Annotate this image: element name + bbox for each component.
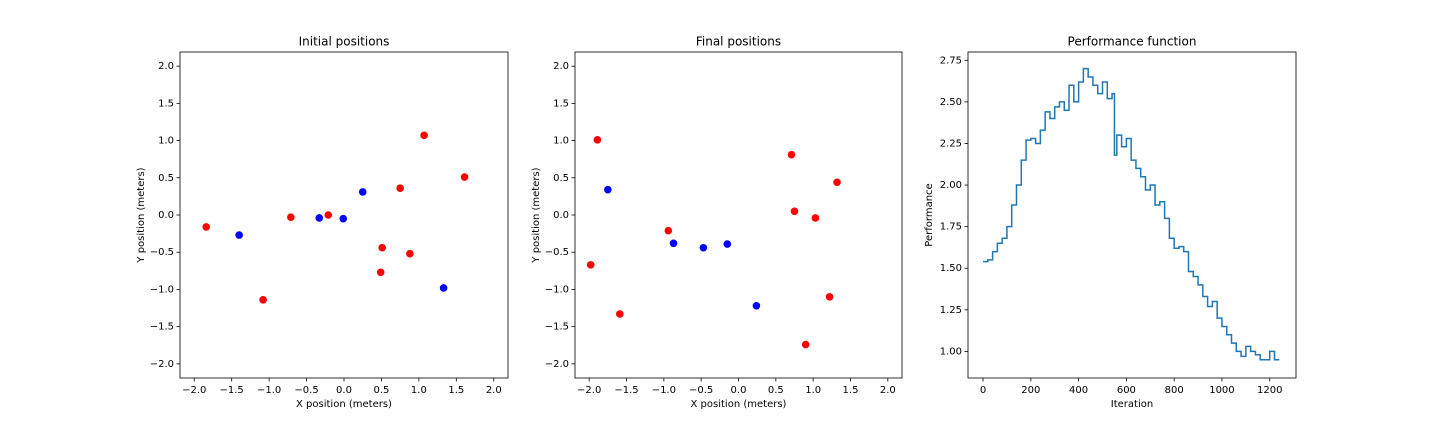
point	[604, 185, 612, 194]
x-axis-label: X position (meters)	[296, 399, 392, 410]
x-axis-label: X position (meters)	[691, 399, 787, 410]
point	[287, 213, 295, 222]
y-tick-label: −0.5	[545, 247, 569, 258]
x-tick-label: −1.5	[220, 385, 244, 396]
chart-title: Initial positions	[299, 35, 390, 49]
chart-title: Final positions	[696, 35, 781, 49]
y-tick-label: −1.0	[150, 284, 174, 295]
point	[202, 223, 211, 231]
y-tick-label: −2.0	[150, 359, 174, 370]
y-tick-label: −0.5	[150, 247, 174, 258]
point	[811, 214, 820, 222]
point	[825, 293, 834, 301]
y-tick-label: 0.0	[158, 210, 174, 221]
point	[358, 188, 367, 196]
x-tick-label: −1.5	[614, 385, 638, 396]
y-tick-label: −1.5	[150, 322, 174, 333]
y-tick-label: 1.75	[940, 222, 962, 233]
y-tick-label: 2.25	[940, 138, 962, 149]
point	[324, 211, 333, 219]
line	[983, 67, 1280, 361]
y-tick-label: 1.0	[553, 136, 569, 147]
point	[378, 243, 386, 252]
y-tick-label: −1.0	[545, 284, 569, 295]
y-tick-label: 1.25	[940, 305, 962, 316]
y-tick-label: 2.0	[553, 61, 569, 72]
point	[723, 240, 732, 248]
point	[439, 284, 448, 292]
point	[615, 310, 624, 318]
axes-frame	[967, 51, 1297, 379]
y-axis-label: Performance	[924, 183, 935, 246]
y-tick-label: 2.75	[940, 55, 962, 66]
point	[376, 268, 385, 277]
point	[406, 249, 414, 258]
x-tick-label: −1.0	[652, 385, 676, 396]
point	[315, 214, 324, 222]
x-tick-label: −0.5	[294, 385, 318, 396]
x-tick-label: 0	[980, 385, 986, 396]
y-axis-label: Y position (meters)	[136, 167, 147, 263]
y-tick-label: −1.5	[545, 322, 569, 333]
point	[669, 239, 678, 248]
point	[699, 243, 708, 252]
y-tick-label: 0.5	[553, 173, 569, 184]
x-tick-label: 0.0	[336, 385, 352, 396]
x-tick-label: 1.0	[805, 385, 821, 396]
point	[787, 150, 796, 159]
point	[339, 214, 348, 223]
y-tick-label: 2.50	[940, 97, 962, 108]
axes-frame	[179, 51, 509, 379]
x-tick-label: 400	[1069, 385, 1088, 396]
point	[833, 178, 841, 187]
point	[235, 231, 243, 239]
x-tick-label: 2.0	[880, 385, 896, 396]
y-tick-label: 1.5	[158, 98, 174, 109]
point	[396, 184, 404, 193]
x-tick-label: −2.0	[182, 385, 206, 396]
x-tick-label: 0.0	[731, 385, 747, 396]
axes-frame	[574, 51, 903, 379]
x-tick-label: 1.5	[448, 385, 464, 396]
x-tick-label: 600	[1117, 385, 1136, 396]
x-tick-label: 0.5	[768, 385, 784, 396]
point	[801, 340, 810, 349]
x-tick-label: −2.0	[577, 385, 601, 396]
x-tick-label: 200	[1021, 385, 1040, 396]
x-axis-label: Iteration	[1111, 399, 1153, 410]
point	[593, 136, 602, 144]
x-tick-label: 2.0	[486, 385, 502, 396]
point	[259, 296, 267, 304]
point	[790, 207, 799, 216]
x-tick-label: −1.0	[257, 385, 281, 396]
x-tick-label: 1200	[1257, 385, 1282, 396]
y-tick-label: 2.00	[940, 180, 962, 191]
x-tick-label: −0.5	[689, 385, 713, 396]
point	[752, 302, 761, 310]
y-tick-label: 0.0	[553, 210, 569, 221]
y-tick-label: −2.0	[545, 359, 569, 370]
y-tick-label: 1.50	[940, 263, 962, 274]
y-axis-label: Y position (meters)	[531, 167, 542, 263]
x-tick-label: 0.5	[373, 385, 389, 396]
x-tick-label: 1.5	[843, 385, 859, 396]
y-tick-label: 1.00	[940, 346, 962, 357]
y-tick-label: 1.0	[158, 136, 174, 147]
x-tick-label: 1.0	[411, 385, 427, 396]
y-tick-label: 1.5	[553, 98, 569, 109]
point	[586, 261, 595, 269]
chart-title: Performance function	[1068, 35, 1197, 49]
y-tick-label: 0.5	[158, 173, 174, 184]
point	[420, 131, 428, 140]
point	[460, 173, 469, 181]
point	[664, 226, 673, 235]
x-tick-label: 1000	[1209, 385, 1234, 396]
x-tick-label: 800	[1165, 385, 1184, 396]
y-tick-label: 2.0	[158, 61, 174, 72]
